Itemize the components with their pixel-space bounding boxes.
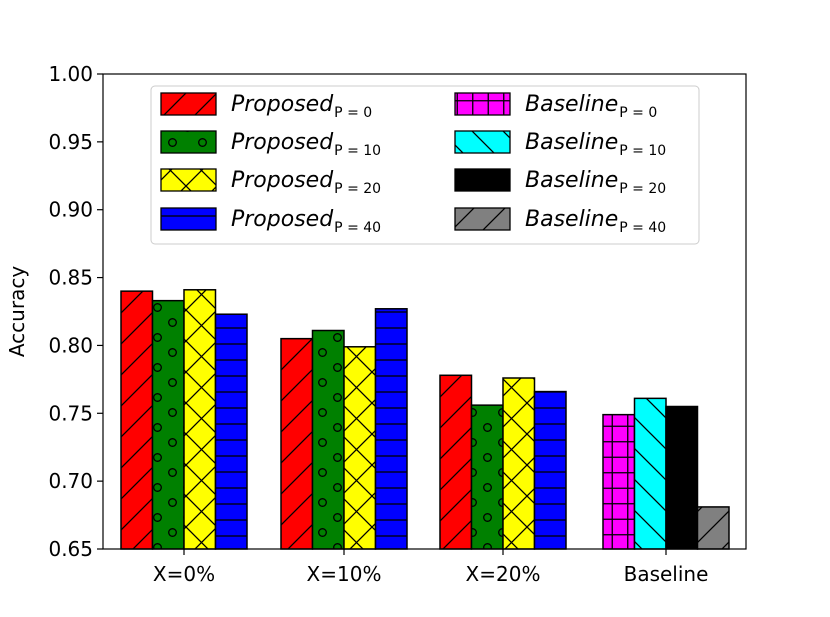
y-axis-label: Accuracy — [5, 266, 29, 357]
legend-swatch-outline-proposed_p10 — [160, 130, 217, 154]
legend-label-subscript: P = 0 — [619, 105, 657, 121]
y-tick-label: 0.90 — [48, 198, 93, 222]
legend-swatch-outline-baseline_p10 — [454, 130, 511, 154]
axes-frame — [102, 73, 747, 550]
legend-label-proposed_p20: ProposedP = 20 — [231, 168, 381, 197]
bar-hatch-proposed_p0-group-0 — [121, 291, 153, 549]
legend-label-main: Baseline — [525, 168, 618, 193]
legend-swatch-outline-proposed_p20 — [160, 168, 217, 192]
x-tick-label: Baseline — [624, 562, 709, 586]
bar-hatch-proposed_p0-group-2 — [440, 375, 472, 549]
legend-label-main: Proposed — [231, 168, 334, 193]
legend-label-subscript: P = 10 — [619, 143, 666, 159]
bar-hatch-proposed_p20-group-1 — [344, 346, 376, 549]
legend-label-proposed_p10: ProposedP = 10 — [231, 130, 381, 159]
legend-label-proposed_p0: ProposedP = 0 — [231, 92, 372, 121]
bar-hatch-proposed_p40-group-2 — [534, 391, 566, 549]
bar-hatch-baseline_p10-group-3 — [634, 398, 666, 549]
legend-label-proposed_p40: ProposedP = 40 — [231, 207, 381, 236]
legend-swatch-hatch-baseline_p0 — [455, 93, 510, 115]
bar-hatch-baseline_p0-group-3 — [603, 414, 635, 549]
legend-swatch-outline-baseline_p20 — [454, 168, 511, 192]
x-tick-label: X=10% — [307, 562, 382, 586]
x-tick-label: X=0% — [153, 562, 215, 586]
legend-swatch-outline-proposed_p40 — [160, 207, 217, 231]
bar-hatch-proposed_p10-group-2 — [471, 405, 503, 549]
legend-label-main: Proposed — [231, 130, 334, 155]
y-tick-label: 1.00 — [48, 62, 93, 86]
legend-label-subscript: P = 20 — [619, 181, 666, 197]
bar-hatch-proposed_p0-group-1 — [281, 338, 313, 549]
legend-swatch-hatch-proposed_p40 — [161, 208, 216, 230]
legend-swatch-outline-proposed_p0 — [160, 92, 217, 116]
legend-box — [150, 85, 700, 245]
legend-label-subscript: P = 40 — [619, 220, 666, 236]
y-tick-label: 0.65 — [48, 537, 93, 561]
bar-hatch-proposed_p20-group-2 — [503, 378, 535, 549]
y-tick-label: 0.75 — [48, 401, 93, 425]
legend-label-subscript: P = 20 — [334, 181, 381, 197]
legend-swatch-hatch-proposed_p10 — [161, 131, 216, 153]
legend-label-subscript: P = 40 — [334, 220, 381, 236]
bar-hatch-proposed_p10-group-0 — [152, 300, 184, 549]
legend-label-subscript: P = 0 — [334, 105, 372, 121]
legend-label-main: Proposed — [231, 207, 334, 232]
legend-swatch-hatch-proposed_p0 — [161, 93, 216, 115]
legend-label-subscript: P = 10 — [334, 143, 381, 159]
legend-swatch-baseline_p20 — [455, 169, 510, 191]
legend-swatch-hatch-proposed_p20 — [161, 169, 216, 191]
bar-hatch-proposed_p40-group-1 — [375, 308, 407, 549]
legend-label-baseline_p20: BaselineP = 20 — [525, 168, 666, 197]
bar-hatch-proposed_p10-group-1 — [312, 330, 344, 549]
bar-hatch-proposed_p20-group-0 — [184, 289, 216, 549]
legend-label-baseline_p0: BaselineP = 0 — [525, 92, 657, 121]
legend-label-main: Baseline — [525, 207, 618, 232]
y-tick-label: 0.95 — [48, 130, 93, 154]
x-tick-label: X=20% — [466, 562, 541, 586]
bar-hatch-baseline_p40-group-3 — [697, 506, 729, 549]
legend-swatch-outline-baseline_p40 — [454, 207, 511, 231]
y-tick-label: 0.80 — [48, 333, 93, 357]
y-tick-label: 0.85 — [48, 266, 93, 290]
legend-swatch-outline-baseline_p0 — [454, 92, 511, 116]
legend-label-baseline_p40: BaselineP = 40 — [525, 207, 666, 236]
legend-label-baseline_p10: BaselineP = 10 — [525, 130, 666, 159]
legend-label-main: Baseline — [525, 92, 618, 117]
bar-baseline_p20-group-3 — [666, 406, 698, 549]
bar-hatch-proposed_p40-group-0 — [215, 314, 247, 549]
legend-label-main: Proposed — [231, 92, 334, 117]
plot-area: 0.65 0.70 0.75 0.80 0.85 0.90 0.95 1.00 X=0% X=10… — [5, 62, 747, 586]
y-tick-label: 0.70 — [48, 469, 93, 493]
legend-swatch-hatch-baseline_p40 — [455, 208, 510, 230]
legend-swatch-hatch-baseline_p10 — [455, 131, 510, 153]
legend-label-main: Baseline — [525, 130, 618, 155]
